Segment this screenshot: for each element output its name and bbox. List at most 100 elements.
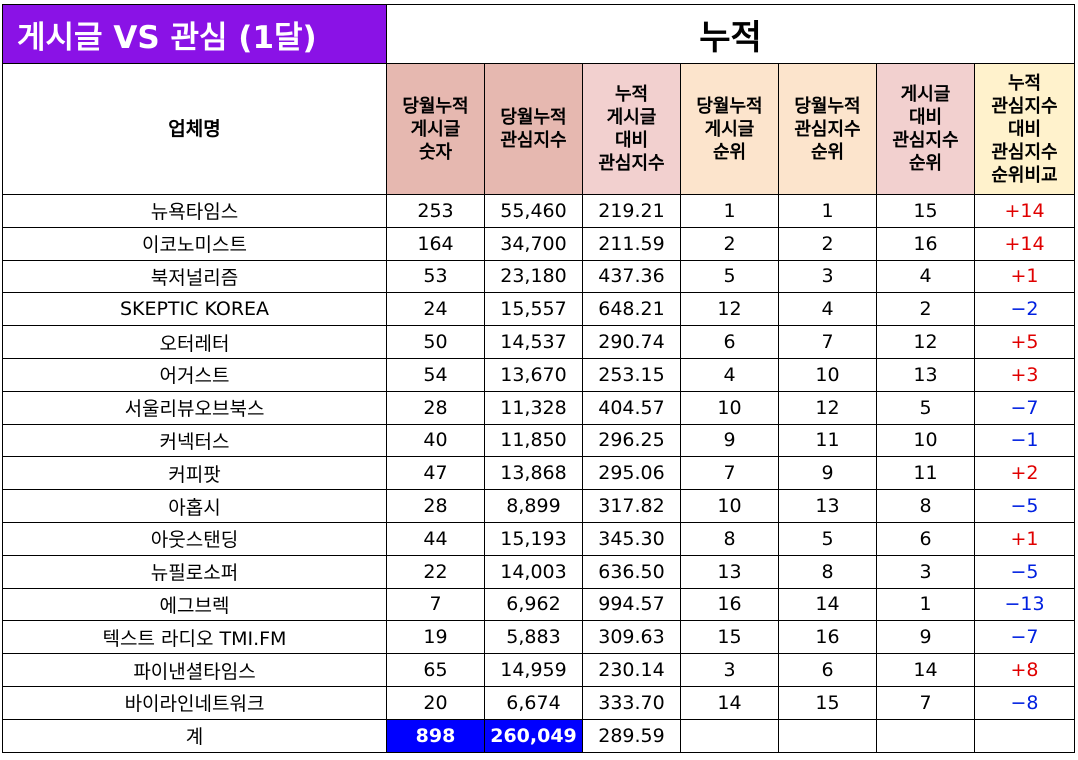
cell-ratio-rank: 11 (876, 456, 975, 491)
cell-interest-index: 6,674 (484, 685, 583, 720)
table-row: 뉴욕타임스 253 55,460 219.21 1 1 15 +14 (2, 194, 1076, 228)
cell-interest-rank: 7 (778, 325, 877, 359)
cell-interest-index: 14,537 (484, 325, 583, 359)
table-row: 에그브렉 7 6,962 994.57 16 14 1 −13 (2, 587, 1076, 622)
cell-ratio-rank: 13 (876, 357, 975, 392)
cell-rank-comparison: −7 (973, 620, 1076, 655)
cell-interest-per-post: 994.57 (582, 587, 681, 622)
cell-interest-per-post: 437.36 (582, 259, 681, 294)
cell-interest-rank: 6 (778, 653, 877, 687)
table-row: 북저널리즘 53 23,180 437.36 5 3 4 +1 (2, 259, 1076, 294)
comparison-table: 게시글 VS 관심 (1달) 누적 업체명 당월누적 게시글 숫자 당월누적 관… (2, 4, 1076, 753)
table-row: SKEPTIC KOREA 24 15,557 648.21 12 4 2 −2 (2, 292, 1076, 327)
cell-ratio-rank: 14 (876, 653, 975, 687)
cell-company-name: 텍스트 라디오 TMI.FM (2, 620, 387, 655)
cell-company-name: 뉴필로소퍼 (2, 554, 387, 589)
cell-ratio-rank: 7 (876, 685, 975, 720)
cell-post-count: 253 (386, 194, 485, 228)
cell-interest-index: 14,003 (484, 554, 583, 589)
total-posts: 898 (386, 718, 485, 753)
cell-interest-per-post: 636.50 (582, 554, 681, 589)
cell-rank-comparison: −8 (973, 685, 1076, 720)
cell-post-rank: 9 (680, 423, 779, 458)
table-row: 커넥터스 40 11,850 296.25 9 11 10 −1 (2, 423, 1076, 458)
table-body: 뉴욕타임스 253 55,460 219.21 1 1 15 +14 이코노미스트 164 34,7… (2, 194, 1076, 720)
cell-ratio-rank: 5 (876, 390, 975, 425)
cell-company-name: 서울리뷰오브북스 (2, 390, 387, 425)
total-ratio: 289.59 (582, 718, 681, 753)
cell-ratio-rank: 9 (876, 620, 975, 655)
cell-interest-rank: 15 (778, 685, 877, 720)
cell-rank-comparison: +2 (973, 456, 1076, 491)
cell-company-name: 바이라인네트워크 (2, 685, 387, 720)
cell-company-name: SKEPTIC KOREA (2, 292, 387, 327)
cell-interest-index: 5,883 (484, 620, 583, 655)
cell-interest-per-post: 211.59 (582, 226, 681, 261)
header-post-count: 당월누적 게시글 숫자 (386, 63, 485, 195)
table-row: 파이낸셜타임스 65 14,959 230.14 3 6 14 +8 (2, 653, 1076, 687)
cell-interest-rank: 9 (778, 456, 877, 491)
cell-rank-comparison: +3 (973, 357, 1076, 392)
cell-company-name: 아웃스탠딩 (2, 521, 387, 556)
cell-interest-rank: 12 (778, 390, 877, 425)
cell-interest-index: 15,193 (484, 521, 583, 556)
total-interest: 260,049 (484, 718, 583, 753)
cell-post-count: 54 (386, 357, 485, 392)
cell-post-rank: 1 (680, 194, 779, 228)
cell-rank-comparison: −1 (973, 423, 1076, 458)
header-ratio-rank: 게시글 대비 관심지수 순위 (876, 63, 975, 195)
cell-post-rank: 10 (680, 390, 779, 425)
cell-interest-index: 15,557 (484, 292, 583, 327)
cell-ratio-rank: 10 (876, 423, 975, 458)
table-row: 바이라인네트워크 20 6,674 333.70 14 15 7 −8 (2, 685, 1076, 720)
cell-post-count: 50 (386, 325, 485, 359)
table-row: 아홉시 28 8,899 317.82 10 13 8 −5 (2, 489, 1076, 523)
cell-interest-per-post: 219.21 (582, 194, 681, 228)
total-empty-cell (973, 718, 1076, 753)
cell-ratio-rank: 8 (876, 489, 975, 523)
cell-ratio-rank: 2 (876, 292, 975, 327)
cell-post-count: 28 (386, 489, 485, 523)
table-row: 커피팟 47 13,868 295.06 7 9 11 +2 (2, 456, 1076, 491)
cell-post-rank: 13 (680, 554, 779, 589)
cell-interest-index: 6,962 (484, 587, 583, 622)
cell-ratio-rank: 15 (876, 194, 975, 228)
section-title: 누적 (385, 4, 1076, 64)
cell-interest-index: 11,328 (484, 390, 583, 425)
header-row: 업체명 당월누적 게시글 숫자 당월누적 관심지수 누적 게시글 대비 관심지수… (2, 63, 1076, 195)
cell-post-rank: 15 (680, 620, 779, 655)
cell-post-rank: 5 (680, 259, 779, 294)
cell-interest-rank: 4 (778, 292, 877, 327)
cell-ratio-rank: 3 (876, 554, 975, 589)
total-label: 계 (2, 718, 387, 753)
cell-interest-per-post: 648.21 (582, 292, 681, 327)
cell-post-count: 44 (386, 521, 485, 556)
cell-interest-per-post: 253.15 (582, 357, 681, 392)
total-empty-cell (778, 718, 877, 753)
cell-interest-per-post: 295.06 (582, 456, 681, 491)
cell-post-count: 47 (386, 456, 485, 491)
header-post-rank: 당월누적 게시글 순위 (680, 63, 779, 195)
cell-interest-rank: 14 (778, 587, 877, 622)
header-company-name: 업체명 (2, 63, 387, 195)
cell-interest-index: 23,180 (484, 259, 583, 294)
cell-post-count: 24 (386, 292, 485, 327)
cell-ratio-rank: 4 (876, 259, 975, 294)
cell-interest-per-post: 296.25 (582, 423, 681, 458)
cell-interest-index: 13,670 (484, 357, 583, 392)
cell-post-rank: 14 (680, 685, 779, 720)
cell-company-name: 파이낸셜타임스 (2, 653, 387, 687)
cell-ratio-rank: 1 (876, 587, 975, 622)
total-empty-cell (680, 718, 779, 753)
cell-rank-comparison: −2 (973, 292, 1076, 327)
title-row: 게시글 VS 관심 (1달) 누적 (2, 4, 1076, 64)
cell-rank-comparison: −5 (973, 554, 1076, 589)
header-interest-per-post: 누적 게시글 대비 관심지수 (582, 63, 681, 195)
cell-post-count: 40 (386, 423, 485, 458)
cell-company-name: 어거스트 (2, 357, 387, 392)
cell-post-rank: 8 (680, 521, 779, 556)
cell-interest-per-post: 333.70 (582, 685, 681, 720)
header-interest-rank: 당월누적 관심지수 순위 (778, 63, 877, 195)
cell-company-name: 북저널리즘 (2, 259, 387, 294)
cell-post-rank: 7 (680, 456, 779, 491)
